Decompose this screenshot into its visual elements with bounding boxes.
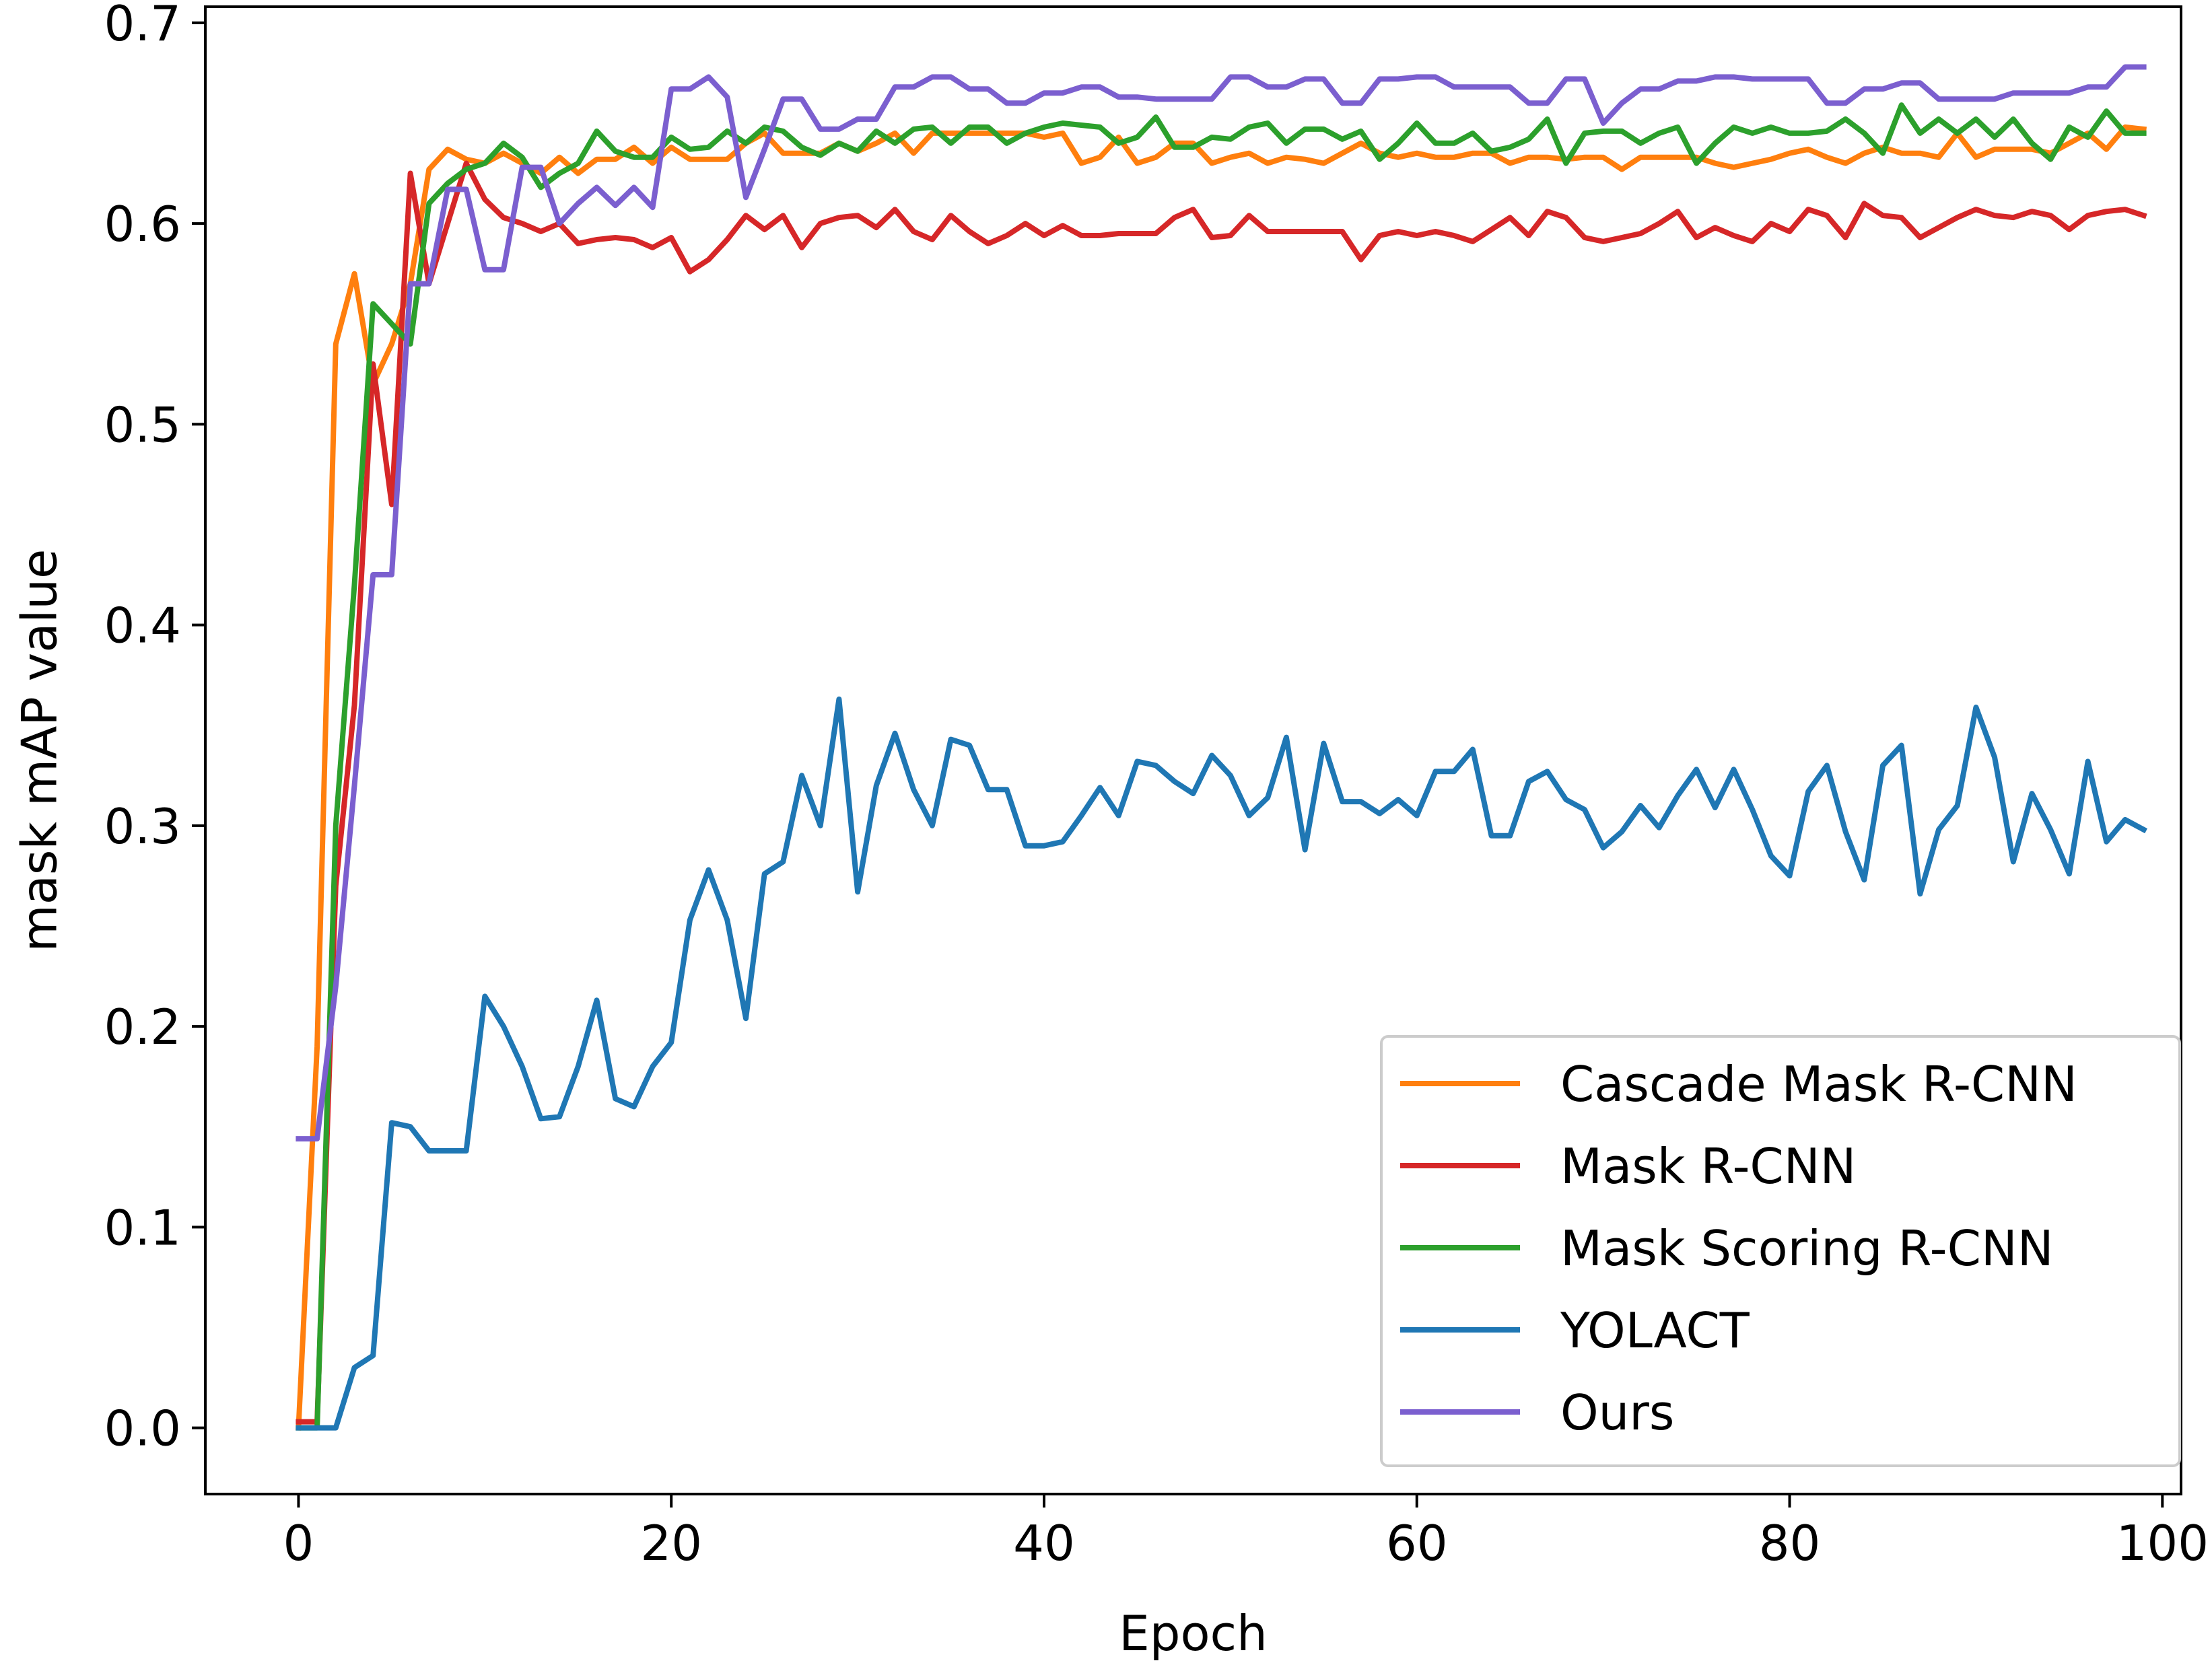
series-line-0	[296, 124, 2147, 1431]
legend: Cascade Mask R-CNN Mask R-CNN Mask Scoring…	[1380, 1035, 2181, 1467]
plot-frame	[204, 5, 2182, 1495]
y-tick-label: 0.4	[104, 598, 181, 654]
legend-label: Cascade Mask R-CNN	[1560, 1056, 2077, 1112]
y-axis-ticks: 0.0 0.1 0.2 0.3 0.4 0.5 0.6 0.7	[104, 0, 205, 1457]
legend-label: Mask Scoring R-CNN	[1560, 1220, 2054, 1277]
series-line-4	[296, 64, 2147, 1142]
y-tick-label: 0.2	[104, 999, 181, 1055]
series-line-1	[296, 160, 2147, 1425]
x-tick-label: 100	[2116, 1515, 2209, 1571]
y-tick-label: 0.6	[104, 196, 181, 252]
legend-label: Mask R-CNN	[1560, 1138, 1856, 1195]
x-tick-label: 60	[1386, 1515, 1448, 1571]
y-tick-label: 0.0	[104, 1401, 181, 1457]
legend-box	[1380, 1035, 2181, 1467]
series-line-2	[296, 102, 2147, 1431]
x-tick-label: 40	[1013, 1515, 1075, 1571]
x-axis-label: Epoch	[1119, 1605, 1267, 1662]
y-tick-label: 0.7	[104, 0, 181, 52]
y-tick-label: 0.1	[104, 1199, 181, 1256]
legend-label: YOLACT	[1560, 1302, 1750, 1359]
legend-label: Ours	[1560, 1384, 1674, 1441]
x-tick-label: 20	[640, 1515, 702, 1571]
y-axis-label: mask mAP value	[11, 549, 68, 952]
series-line-3	[296, 696, 2148, 1431]
y-tick-label: 0.5	[104, 396, 181, 453]
series-lines	[296, 64, 2148, 1431]
x-tick-label: 0	[283, 1515, 314, 1571]
x-axis-ticks: 0 20 40 60 80 100	[283, 1494, 2209, 1571]
y-tick-label: 0.3	[104, 798, 181, 855]
x-tick-label: 80	[1759, 1515, 1821, 1571]
